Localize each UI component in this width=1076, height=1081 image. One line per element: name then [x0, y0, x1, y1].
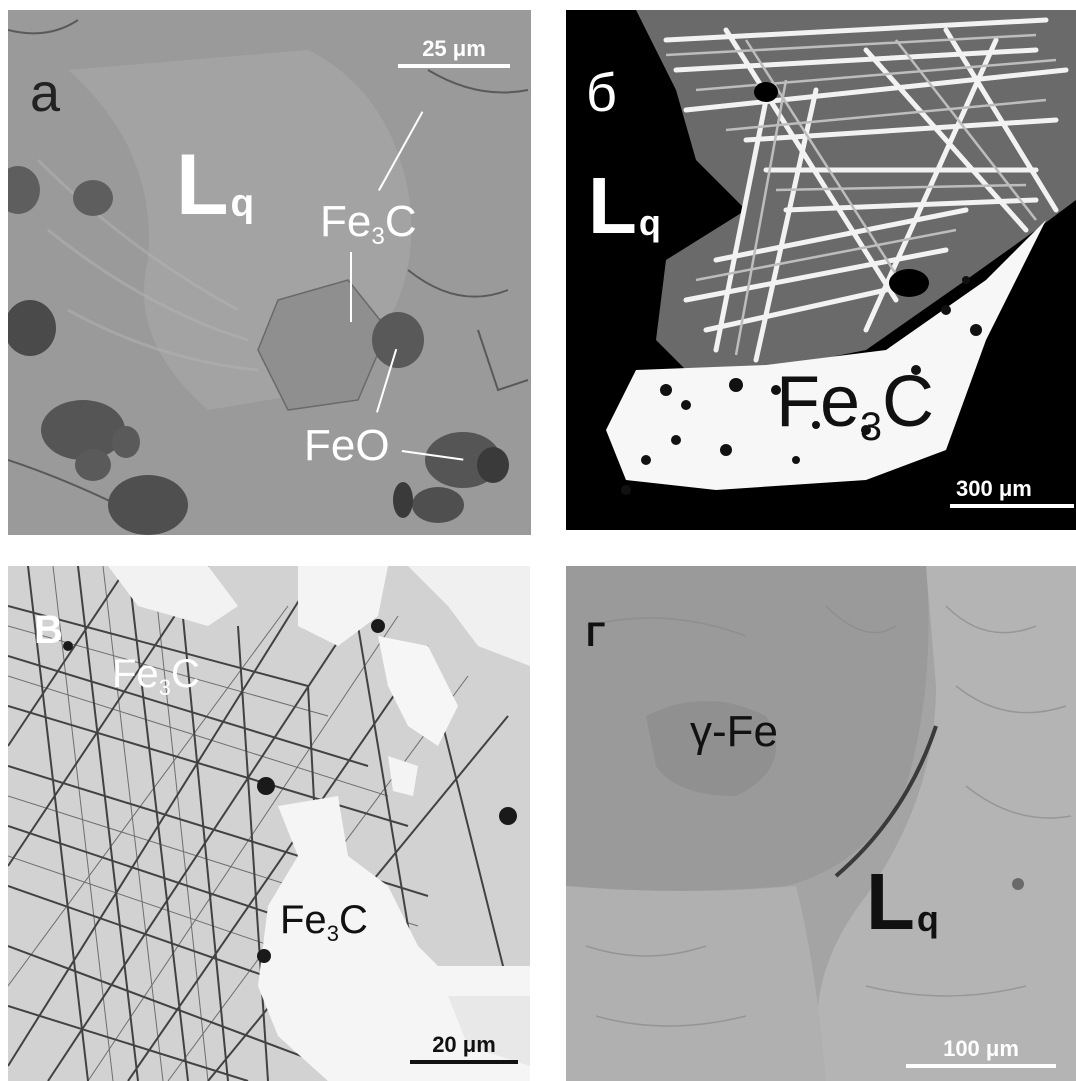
panel-d-scale-bar — [906, 1064, 1056, 1068]
panel-b-lq-main: L — [588, 161, 637, 250]
panel-d-letter: Г — [586, 616, 606, 654]
panel-a-image — [8, 10, 531, 535]
panel-d-micrograph: Г γ-Fe Lq 100 μm — [566, 566, 1076, 1081]
panel-a-letter: а — [30, 63, 61, 123]
panel-a-fe3c-label: Fe3C — [320, 197, 417, 250]
panel-a-scale-bar — [398, 64, 510, 68]
panel-a-lq-main: L — [176, 137, 229, 233]
panel-d-lq-label: Lq — [866, 862, 939, 942]
panel-b-lq-sub: q — [638, 201, 661, 243]
panel-c-micrograph: В Fe3C Fe3C 20 μm — [8, 566, 530, 1081]
panel-a-fe3c-sub: 3 — [371, 223, 385, 251]
panel-a-micrograph: а Lq Fe3C FeO 25 μm — [8, 10, 531, 535]
panel-b-image — [566, 10, 1076, 530]
panel-d-image — [566, 566, 1076, 1081]
panel-a-fe3c-tail: C — [384, 197, 417, 246]
panel-a-fe3c-base: Fe — [320, 197, 372, 246]
panel-b-scale-text: 300 μm — [956, 476, 1032, 501]
panel-d-scale-text: 100 μm — [943, 1036, 1019, 1061]
panel-c-fe3c-label-2: Fe3C — [280, 898, 368, 944]
panel-a-lq-label: Lq — [176, 142, 254, 228]
panel-c-scale-bar — [410, 1060, 518, 1064]
panel-c-image — [8, 566, 530, 1081]
panel-a-scalebar: 25 μm — [398, 36, 510, 68]
panel-d-lq-sub: q — [916, 897, 939, 939]
panel-c-letter: В — [34, 608, 63, 652]
panel-c-fe3c-1-base: Fe — [112, 652, 159, 696]
panel-b-micrograph: б Lq Fe3C 300 μm — [566, 10, 1076, 530]
panel-a-scale-text: 25 μm — [422, 36, 486, 61]
panel-c-fe3c-label-1: Fe3C — [112, 652, 200, 698]
panel-c-fe3c-1-tail: C — [170, 652, 200, 696]
panel-c-fe3c-2-base: Fe — [280, 898, 327, 942]
panel-b-fe3c-label: Fe3C — [776, 366, 934, 447]
panel-a-lq-sub: q — [230, 181, 255, 225]
panel-b-fe3c-sub: 3 — [860, 404, 883, 449]
panel-c-fe3c-2-sub: 3 — [326, 920, 339, 946]
panel-b-scalebar: 300 μm — [950, 476, 1074, 508]
panel-d-gamma-fe-label: γ-Fe — [690, 707, 778, 756]
panel-b-scale-bar — [950, 504, 1074, 508]
panel-b-lq-label: Lq — [588, 166, 661, 246]
panel-d-lq-main: L — [866, 857, 915, 946]
panel-d-scalebar: 100 μm — [906, 1036, 1056, 1068]
panel-c-scalebar: 20 μm — [410, 1032, 518, 1064]
panel-a-leader-fe3c-down — [350, 252, 352, 322]
panel-c-fe3c-2-tail: C — [338, 898, 368, 942]
panel-b-fe3c-base: Fe — [776, 362, 861, 442]
panel-b-fe3c-tail: C — [882, 362, 935, 442]
panel-b-letter: б — [586, 63, 617, 123]
panel-a-feo-label: FeO — [304, 421, 390, 470]
panel-c-fe3c-1-sub: 3 — [158, 674, 171, 700]
panel-c-scale-text: 20 μm — [432, 1032, 496, 1057]
